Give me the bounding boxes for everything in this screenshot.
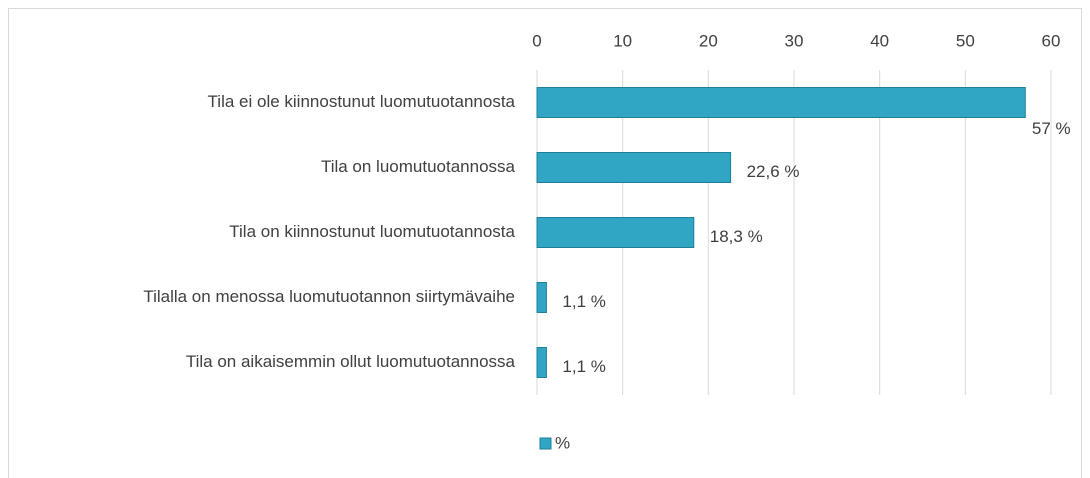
bar — [536, 87, 1026, 118]
legend-label: % — [555, 433, 570, 452]
x-tick-label: 0 — [532, 31, 541, 50]
legend-swatch — [539, 437, 552, 450]
y-tick-label: Tila on aikaisemmin ollut luomutuotannos… — [186, 352, 516, 371]
chart-border — [8, 8, 1082, 478]
value-label: 1,1 % — [562, 357, 605, 376]
x-tick-label: 50 — [956, 31, 975, 50]
bar — [536, 347, 547, 378]
y-tick-label: Tilalla on menossa luomutuotannon siirty… — [143, 287, 515, 306]
x-tick-label: 10 — [613, 31, 632, 50]
y-tick-label: Tila on luomutuotannossa — [321, 157, 516, 176]
value-label: 1,1 % — [562, 292, 605, 311]
value-label: 57 % — [1032, 119, 1071, 138]
bar — [536, 217, 695, 248]
value-label: 18,3 % — [710, 227, 763, 246]
x-tick-label: 60 — [1042, 31, 1061, 50]
y-tick-label: Tila on kiinnostunut luomutuotannosta — [229, 222, 515, 241]
bar — [536, 152, 732, 183]
bar — [536, 282, 547, 313]
x-tick-label: 30 — [785, 31, 804, 50]
y-tick-label: Tila ei ole kiinnostunut luomutuotannost… — [208, 92, 516, 111]
x-tick-label: 40 — [870, 31, 889, 50]
value-label: 22,6 % — [747, 162, 800, 181]
x-tick-label: 20 — [699, 31, 718, 50]
